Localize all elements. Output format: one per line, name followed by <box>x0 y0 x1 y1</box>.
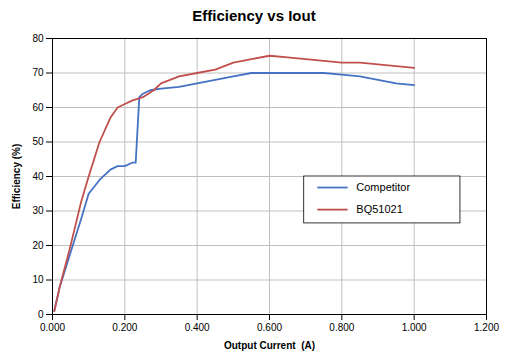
svg-text:20: 20 <box>32 240 44 251</box>
svg-text:1.200: 1.200 <box>474 322 499 333</box>
svg-text:50: 50 <box>32 136 44 147</box>
svg-text:10: 10 <box>32 274 44 285</box>
svg-text:0.800: 0.800 <box>329 322 354 333</box>
svg-text:0.600: 0.600 <box>257 322 282 333</box>
svg-text:80: 80 <box>32 33 44 44</box>
svg-text:0.000: 0.000 <box>40 322 65 333</box>
svg-text:40: 40 <box>32 171 44 182</box>
svg-text:Efficiency (%): Efficiency (%) <box>11 144 22 210</box>
svg-text:30: 30 <box>32 205 44 216</box>
html-text:Efficiency vs Iout: Efficiency vs Iout <box>192 7 316 24</box>
svg-text:Competitor: Competitor <box>356 181 410 193</box>
svg-text:60: 60 <box>32 102 44 113</box>
svg-text:0.400: 0.400 <box>185 322 210 333</box>
svg-text:0.200: 0.200 <box>112 322 137 333</box>
svg-text:BQ51021: BQ51021 <box>356 203 402 215</box>
svg-text:1.000: 1.000 <box>402 322 427 333</box>
svg-text:Output Current (A): Output Current (A) <box>224 340 315 351</box>
svg-text:0: 0 <box>38 309 44 320</box>
svg-text:70: 70 <box>32 67 44 78</box>
